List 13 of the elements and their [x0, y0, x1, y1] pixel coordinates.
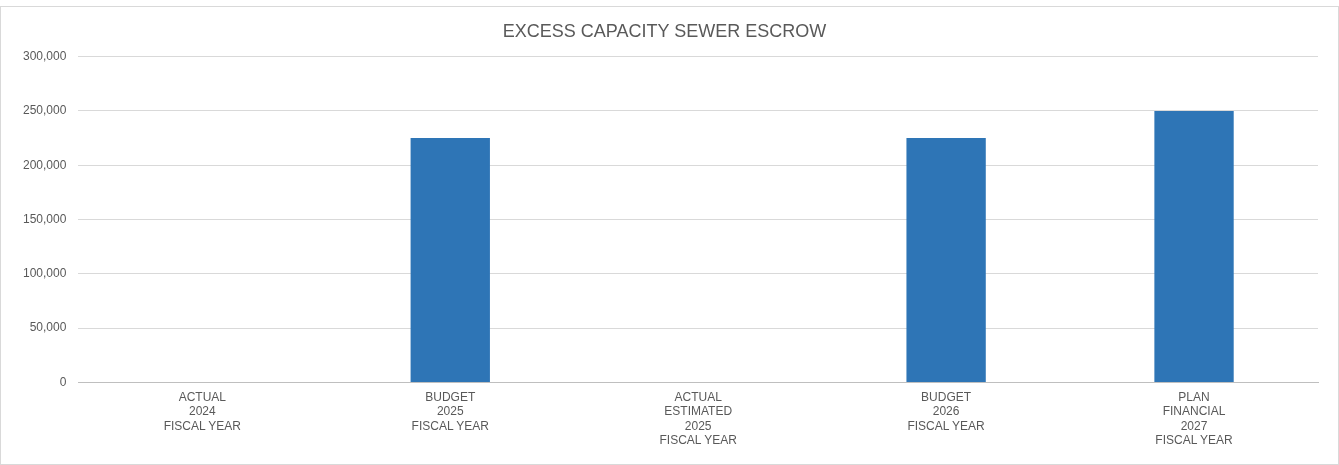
- x-tick-label: BUDGET 2026 FISCAL YEAR: [907, 389, 986, 433]
- y-tick-label: 200,000: [22, 157, 67, 172]
- y-tick-label: 250,000: [22, 103, 67, 118]
- x-tick-label: BUDGET 2025 FISCAL YEAR: [411, 389, 490, 433]
- y-tick-label: 50,000: [29, 320, 67, 335]
- x-tick-label: ACTUAL 2024 FISCAL YEAR: [163, 389, 242, 433]
- y-tick-label: 150,000: [22, 211, 67, 226]
- y-tick-label: 100,000: [22, 266, 67, 281]
- x-tick-label: ACTUAL ESTIMATED 2025 FISCAL YEAR: [659, 389, 738, 448]
- x-tick-label: PLAN FINANCIAL 2027 FISCAL YEAR: [1155, 389, 1234, 448]
- y-tick-label: 0: [59, 374, 67, 389]
- chart-title: EXCESS CAPACITY SEWER ESCROW: [502, 20, 827, 41]
- y-tick-label: 300,000: [22, 48, 67, 63]
